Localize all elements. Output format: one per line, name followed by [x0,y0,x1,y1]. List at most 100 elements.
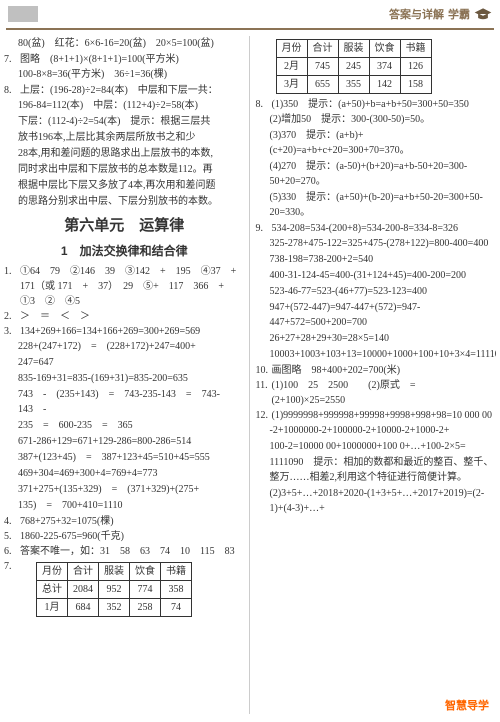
text-line: 768+275+32=1075(棵) [20,514,245,529]
q9: 9. 534-208=534-(200+8)=534-200-8=334-8=3… [256,221,497,236]
table-cell: 月份 [37,562,68,580]
brand-suffix: 学霸 [448,6,470,22]
table-row: 总计 2084 952 774 358 [37,580,192,598]
text-line: 835-169+31=835-(169+31)=835-200=635 [4,371,245,386]
text-line: (3)370 提示：(a+b)+(c+20)=a+b+c+20=300+70=3… [256,128,497,158]
text-line: (2)3+5+…+2018+2020-(1+3+5+…+2017+2019)=(… [256,486,497,516]
text-line: 400-31-124-45=400-(31+124+45)=400-200=20… [256,268,497,283]
item-number: 10. [256,363,272,378]
text-line: 134+269+166=134+166+269=300+269=569 [20,324,245,339]
table-cell: 3月 [276,76,307,94]
item-number: 8. [256,97,272,112]
table-cell: 358 [161,580,192,598]
page-header: 答案与详解 学霸 [0,0,500,28]
q7-content: 月份 合计 服装 饮食 书籍 总计 2084 952 774 358 1 [20,559,245,620]
text-line: (4)270 提示：(a-50)+(b+20)=a+b-50+20=300-50… [256,159,497,189]
text-line: 答案不唯一，如：31 58 63 74 10 115 83 [20,544,245,559]
table-cell: 月份 [276,40,307,58]
text-line: 135) = 700+410=1110 [4,498,245,513]
item-number: 2. [4,309,20,324]
table-cell: 158 [400,76,431,94]
q7: 7. 月份 合计 服装 饮食 书籍 总计 2084 952 774 [4,559,245,620]
table-cell: 126 [400,58,431,76]
item-number: 8. [4,83,20,98]
table-row: 月份 合计 服装 饮食 书籍 [37,562,192,580]
text-line: 325-278+475-122=325+475-(278+122)=800-40… [256,236,497,251]
left-column: 80(盆) 红花：6×6-16=20(盆) 20×5=100(盆) 7. 图略 … [4,36,250,714]
text-line: 247=647 [4,355,245,370]
table-cell: 74 [161,598,192,616]
q10: 10. 画图略 98+400+202=700(米) [256,363,497,378]
text-line: 的思路分别求出中层、下层分别放书的本数。 [4,194,245,209]
text-line: 同时求出中层和下层放书的总本数是112。再 [4,162,245,177]
table-cell: 书籍 [400,40,431,58]
item-number: 7. [4,52,20,67]
item-number: 4. [4,514,20,529]
graduation-cap-icon [474,7,492,21]
table-cell: 2084 [68,580,99,598]
text-line: (1)350 提示：(a+50)+b=a+b+50=300+50=350 [272,97,497,112]
q5: 5. 1860-225-675=960(千克) [4,529,245,544]
header-brand: 答案与详解 学霸 [389,6,492,22]
table-cell: 258 [130,598,161,616]
text-line: 469+304=469+300+4=769+4=773 [4,466,245,481]
table-left: 月份 合计 服装 饮食 书籍 总计 2084 952 774 358 1 [36,562,192,617]
text-line: 26+27+28+29+30=28×5=140 [256,331,497,346]
table-cell: 饮食 [130,562,161,580]
table-cell: 655 [307,76,338,94]
text-line: (5)330 提示：(a+50)+(b-20)=a+b+50-20=300+50… [256,190,497,220]
table-row: 3月 655 355 142 158 [276,76,431,94]
text-line: 235 = 600-235 = 365 [4,418,245,433]
table-cell: 374 [369,58,400,76]
text-line: 图略 (8+1+1)×(8+1+1)=100(平方米) [20,52,245,67]
text-line: 上层：(196-28)÷2=84(本) 中层和下层一共： [20,83,245,98]
item-number: 7. [4,559,20,620]
text-line: ＞ ＝ ＜ ＞ [20,309,245,324]
table-cell: 总计 [37,580,68,598]
text-line: 534-208=534-(200+8)=534-200-8=334-8=326 [272,221,497,236]
item-number: 1. [4,264,20,309]
table-cell: 合计 [307,40,338,58]
table-cell: 745 [307,58,338,76]
watermark: 智慧导学 [442,696,492,714]
text-line: 947+(572-447)=947-447+(572)=947-447+572=… [256,300,497,330]
item-number: 11. [256,378,272,408]
item-8: 8. 上层：(196-28)÷2=84(本) 中层和下层一共： [4,83,245,98]
right-column: 月份 合计 服装 饮食 书籍 2月 745 245 374 126 3月 655… [252,36,497,714]
table-cell: 饮食 [369,40,400,58]
text-line: 738-198=738-200+2=540 [256,252,497,267]
text-line: 1860-225-675=960(千克) [20,529,245,544]
item-7: 7. 图略 (8+1+1)×(8+1+1)=100(平方米) [4,52,245,67]
brand-text: 答案与详解 [389,6,444,22]
text-line: ①64 79 ②146 39 ③142 + 195 ④37 + 171（或 17… [20,264,245,309]
table-row: 月份 合计 服装 饮食 书籍 [276,40,431,58]
content-area: 80(盆) 红花：6×6-16=20(盆) 20×5=100(盆) 7. 图略 … [0,30,500,720]
table-cell: 245 [338,58,369,76]
text-line: 371+275+(135+329) = (371+329)+(275+ [4,482,245,497]
table-right: 月份 合计 服装 饮食 书籍 2月 745 245 374 126 3月 655… [276,39,432,94]
text-line: 196-84=112(本) 中层：(112+4)÷2=58(本) [4,98,245,113]
text-line: 100-8×8=36(平方米) 36÷1=36(棵) [4,67,245,82]
text-line: 523-46-77=523-(46+77)=523-123=400 [256,284,497,299]
text-line: -2+1000000-2+100000-2+10000-2+1000-2+ [256,423,497,438]
table-cell: 合计 [68,562,99,580]
table-row: 2月 745 245 374 126 [276,58,431,76]
text-line: 28本,用和差问题的思路求出上层放书的本数, [4,146,245,161]
text-line: 1111090 提示：相加的数都和最近的整百、整千、整万……相差2,利用这个特征… [256,455,497,485]
item-number: 3. [4,324,20,339]
table-cell: 684 [68,598,99,616]
text-line: 画图略 98+400+202=700(米) [272,363,497,378]
table-cell: 352 [99,598,130,616]
q4: 4. 768+275+32=1075(棵) [4,514,245,529]
q11: 11. (1)100 25 2500 (2)原式 = (2+100)×25=25… [256,378,497,408]
text-line: (1)9999998+999998+99998+9998+998+98=10 0… [272,408,497,423]
q1: 1. ①64 79 ②146 39 ③142 + 195 ④37 + 171（或… [4,264,245,309]
text-line: 228+(247+172) = (228+172)+247=400+ [4,339,245,354]
q3: 3. 134+269+166=134+166+269=300+269=569 [4,324,245,339]
q8: 8. (1)350 提示：(a+50)+b=a+b+50=300+50=350 [256,97,497,112]
table-cell: 书籍 [161,562,192,580]
table-cell: 2月 [276,58,307,76]
text-line: 放书196本,上层比其余两层所放书之和少 [4,130,245,145]
text-line: 10003+1003+103+13=10000+1000+100+10+3×4=… [256,347,497,362]
header-left-block [8,6,38,22]
